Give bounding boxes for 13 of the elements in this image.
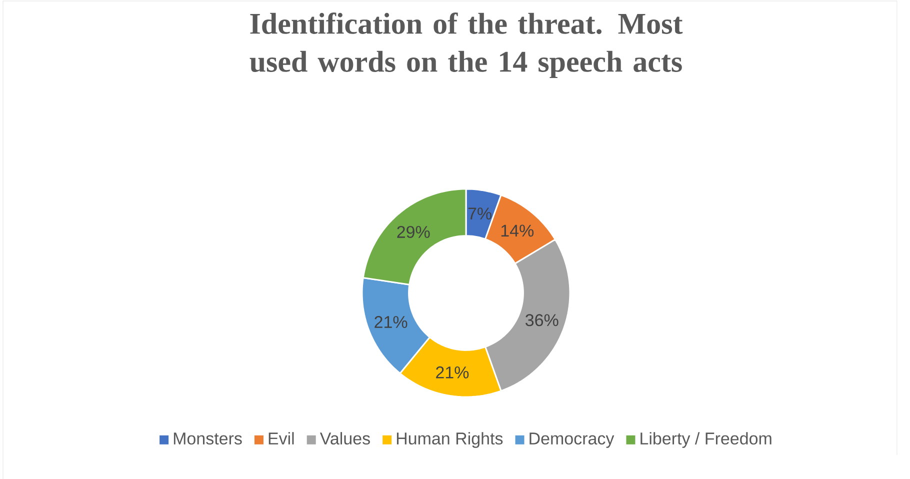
data-label: 36%: [526, 314, 558, 326]
legend-label: Human Rights: [396, 432, 503, 448]
data-label: 21%: [436, 366, 469, 378]
data-label: 21%: [374, 316, 408, 328]
legend-label: Liberty / Freedom: [640, 432, 772, 448]
legend-label: Values: [320, 432, 370, 445]
legend-label: Monsters: [174, 432, 242, 445]
legend-label: Democracy: [530, 432, 614, 448]
data-label: 29%: [397, 226, 430, 238]
legend-label: Evil: [268, 432, 294, 444]
data-label: 14%: [501, 224, 534, 237]
data-label: 7%: [468, 208, 492, 220]
chart-title: Identification of the threat. Most used words on the 14 speech acts: [250, 12, 683, 78]
